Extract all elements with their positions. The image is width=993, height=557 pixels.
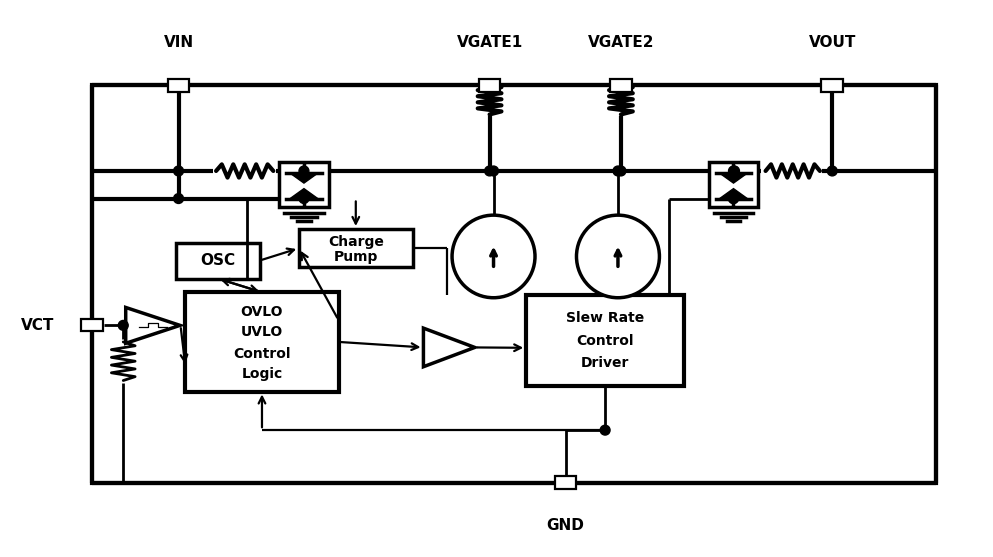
Polygon shape bbox=[126, 307, 180, 343]
Circle shape bbox=[730, 166, 740, 176]
Circle shape bbox=[489, 166, 498, 176]
Circle shape bbox=[616, 166, 626, 176]
Circle shape bbox=[174, 194, 184, 203]
Text: OSC: OSC bbox=[200, 253, 235, 268]
Text: Control: Control bbox=[576, 334, 634, 348]
Text: Control: Control bbox=[233, 347, 291, 361]
Bar bbox=[526, 295, 684, 386]
Polygon shape bbox=[720, 173, 748, 183]
Polygon shape bbox=[720, 189, 748, 198]
Circle shape bbox=[299, 194, 309, 203]
Circle shape bbox=[827, 166, 837, 176]
Circle shape bbox=[729, 166, 739, 176]
Text: Slew Rate: Slew Rate bbox=[566, 311, 644, 325]
Bar bbox=[186, 292, 339, 392]
Circle shape bbox=[577, 215, 659, 298]
Bar bbox=[279, 162, 329, 207]
Text: VGATE1: VGATE1 bbox=[457, 35, 522, 50]
Bar bbox=[821, 80, 843, 91]
Text: Charge: Charge bbox=[328, 236, 383, 250]
Text: Driver: Driver bbox=[581, 356, 630, 370]
Text: GND: GND bbox=[547, 519, 585, 534]
Circle shape bbox=[174, 166, 184, 176]
Bar bbox=[80, 319, 102, 331]
Polygon shape bbox=[423, 328, 475, 367]
Bar bbox=[176, 243, 259, 278]
Bar bbox=[91, 85, 936, 482]
Circle shape bbox=[452, 215, 535, 298]
Circle shape bbox=[729, 194, 739, 203]
Bar bbox=[709, 162, 759, 207]
Bar bbox=[555, 476, 577, 488]
Text: VOUT: VOUT bbox=[808, 35, 856, 50]
Text: Pump: Pump bbox=[334, 250, 378, 263]
Text: Logic: Logic bbox=[241, 367, 283, 380]
Text: UVLO: UVLO bbox=[241, 325, 283, 339]
Polygon shape bbox=[290, 189, 318, 198]
Circle shape bbox=[729, 194, 739, 203]
Bar bbox=[168, 80, 190, 91]
Circle shape bbox=[485, 166, 495, 176]
Bar bbox=[299, 229, 412, 267]
Circle shape bbox=[118, 320, 128, 330]
Text: VCT: VCT bbox=[21, 318, 54, 333]
Circle shape bbox=[299, 166, 309, 176]
Text: VIN: VIN bbox=[164, 35, 194, 50]
Text: VGATE2: VGATE2 bbox=[588, 35, 654, 50]
Text: OVLO: OVLO bbox=[240, 305, 283, 319]
Circle shape bbox=[600, 425, 610, 435]
Polygon shape bbox=[290, 173, 318, 183]
Bar bbox=[610, 80, 632, 91]
Bar bbox=[479, 80, 500, 91]
Circle shape bbox=[613, 166, 623, 176]
